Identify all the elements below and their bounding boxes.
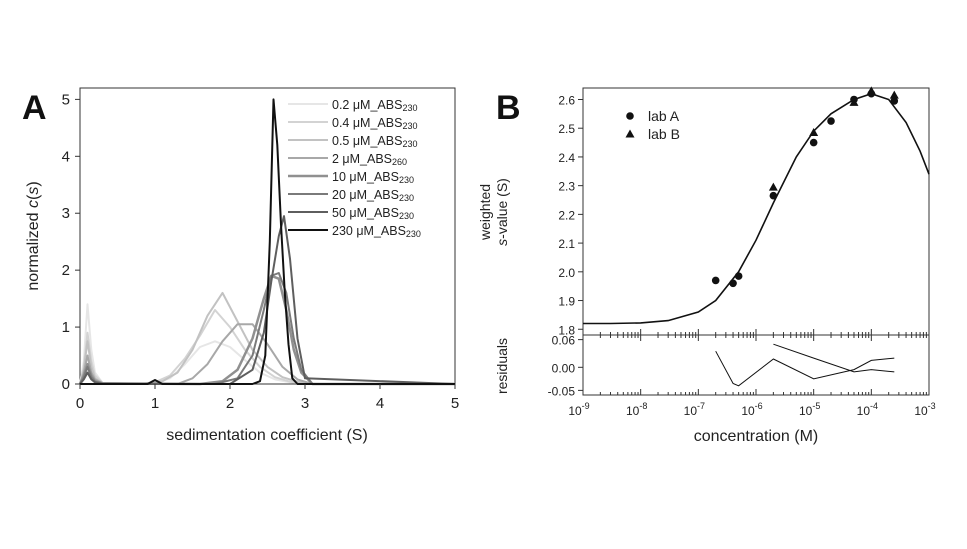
series-line-6 xyxy=(79,215,456,385)
point-lab-a xyxy=(890,97,899,105)
y-tick-label: 1.8 xyxy=(558,323,575,337)
panel-b-ylabel-rest: -value (S) xyxy=(494,178,510,239)
point-lab-a xyxy=(809,138,818,147)
panel-b-fit-group xyxy=(583,92,930,325)
x-tick-label: 3 xyxy=(301,395,309,412)
y-tick-label: 1.9 xyxy=(558,295,575,309)
panel-b-y-axis-label-line1: weighted xyxy=(477,184,493,241)
panel-a-ylabel-open: ( xyxy=(25,194,42,200)
panel-b-residual-y-ticks: 0.06 0.00 -0.05 xyxy=(548,334,583,398)
x-tick-label: 4 xyxy=(376,395,384,412)
series-line-0 xyxy=(79,303,455,385)
point-lab-a xyxy=(711,276,720,285)
series-line-5 xyxy=(79,272,455,385)
panel-a-y-ticks: 0 1 2 3 4 5 xyxy=(62,91,80,393)
panel-a-ylabel-prefix: normalized xyxy=(25,208,42,291)
y-tick-label: 2.0 xyxy=(558,266,575,280)
residual-y-tick-label: 0.00 xyxy=(552,361,576,375)
residual-line-0 xyxy=(715,350,895,387)
panel-b-y-axis-label-line2: s-value (S) xyxy=(494,178,510,246)
residual-y-tick-label: -0.05 xyxy=(548,384,576,398)
panel-b-ylabel-s: s xyxy=(494,239,510,246)
point-lab-b xyxy=(849,97,859,106)
legend-label-6: 50 μM_ABS230 xyxy=(332,206,414,221)
legend-label-1: 0.4 μM_ABS230 xyxy=(332,116,417,131)
legend-label-2: 0.5 μM_ABS230 xyxy=(332,134,417,149)
y-tick-label: 4 xyxy=(62,148,70,165)
panel-b-residual-frame xyxy=(582,334,930,396)
panel-b-legend: lab A lab B xyxy=(625,108,680,142)
legend-marker-lab-a xyxy=(626,112,634,120)
x-tick-label: 10-9 xyxy=(568,401,589,418)
point-lab-a xyxy=(769,191,778,200)
series-line-2 xyxy=(79,291,455,385)
legend-label-3: 2 μM_ABS260 xyxy=(332,152,407,167)
series-line-3 xyxy=(79,323,455,385)
panel-b-x-ticks: 10-9 10-8 10-7 10-6 10-5 10-4 10-3 xyxy=(568,329,936,418)
panel-b-main-frame xyxy=(582,87,930,336)
y-tick-label: 2.2 xyxy=(558,208,575,222)
point-lab-b xyxy=(809,128,819,137)
y-tick-label: 2.4 xyxy=(558,151,575,165)
x-tick-label: 0 xyxy=(76,395,84,412)
x-tick-label: 10-8 xyxy=(626,401,647,418)
residual-y-tick-label: 0.06 xyxy=(552,334,576,348)
point-lab-a xyxy=(827,117,835,125)
panel-a-frame xyxy=(79,87,456,385)
y-tick-label: 5 xyxy=(62,91,70,108)
legend-marker-lab-b xyxy=(625,129,635,138)
panel-a-x-ticks: 0 1 2 3 4 5 xyxy=(76,384,459,412)
x-tick-label: 10-3 xyxy=(914,401,935,418)
y-tick-label: 1 xyxy=(62,319,70,336)
legend-label-7: 230 μM_ABS230 xyxy=(332,224,421,239)
panel-a-ylabel-s: s xyxy=(25,187,42,195)
legend-label-0: lab A xyxy=(648,108,680,124)
panel-a-letter: A xyxy=(22,89,47,127)
fit-curve xyxy=(583,92,930,325)
y-tick-label: 0 xyxy=(62,376,70,393)
x-tick-label: 10-4 xyxy=(857,401,878,418)
panel-a: A 0 1 2 3 4 5 0 1 2 3 4 5 0.2 μM_ABS230 0.4 μM_ABS2… xyxy=(22,87,459,444)
panel-b-letter: B xyxy=(496,89,521,127)
panel-b-y-ticks: 1.8 1.9 2.0 2.1 2.2 2.3 2.4 2.5 2.6 xyxy=(558,93,583,337)
panel-a-y-axis-label: normalized c(s) xyxy=(25,181,42,290)
legend-label-1: lab B xyxy=(648,126,680,142)
panel-b: B 10-9 10-8 10-7 10-6 10-5 10-4 10-3 1.8 1.9 2.0… xyxy=(477,86,936,445)
legend-label-0: 0.2 μM_ABS230 xyxy=(332,98,417,113)
x-tick-label: 10-7 xyxy=(684,401,705,418)
series-line-7 xyxy=(80,98,455,385)
x-tick-label: 5 xyxy=(451,395,459,412)
panel-b-residuals-group xyxy=(715,343,895,387)
panel-a-series-group xyxy=(78,98,456,386)
panel-a-ylabel-c: c xyxy=(25,200,42,208)
y-tick-label: 2.1 xyxy=(558,237,575,251)
panel-b-residuals-label: residuals xyxy=(494,338,510,394)
x-tick-label: 10-6 xyxy=(741,401,762,418)
panel-a-x-axis-label: sedimentation coefficient (S) xyxy=(166,427,368,444)
legend-label-5: 20 μM_ABS230 xyxy=(332,188,414,203)
y-tick-label: 3 xyxy=(62,205,70,222)
y-tick-label: 2 xyxy=(62,262,70,279)
panel-b-points-group xyxy=(711,86,899,288)
residual-line-1 xyxy=(773,343,895,373)
y-tick-label: 2.3 xyxy=(558,180,575,194)
panel-a-ylabel-close: ) xyxy=(25,181,42,186)
point-lab-a xyxy=(729,279,737,288)
point-lab-b xyxy=(768,182,778,191)
point-lab-b xyxy=(866,86,876,95)
point-lab-a xyxy=(734,272,743,280)
x-tick-label: 1 xyxy=(151,395,159,412)
x-tick-label: 10-5 xyxy=(799,401,820,418)
legend-label-4: 10 μM_ABS230 xyxy=(332,170,414,185)
panel-b-x-axis-label: concentration (M) xyxy=(694,428,819,445)
y-tick-label: 2.5 xyxy=(558,122,575,136)
point-lab-b xyxy=(889,90,899,99)
y-tick-label: 2.6 xyxy=(558,93,575,107)
x-tick-label: 2 xyxy=(226,395,234,412)
